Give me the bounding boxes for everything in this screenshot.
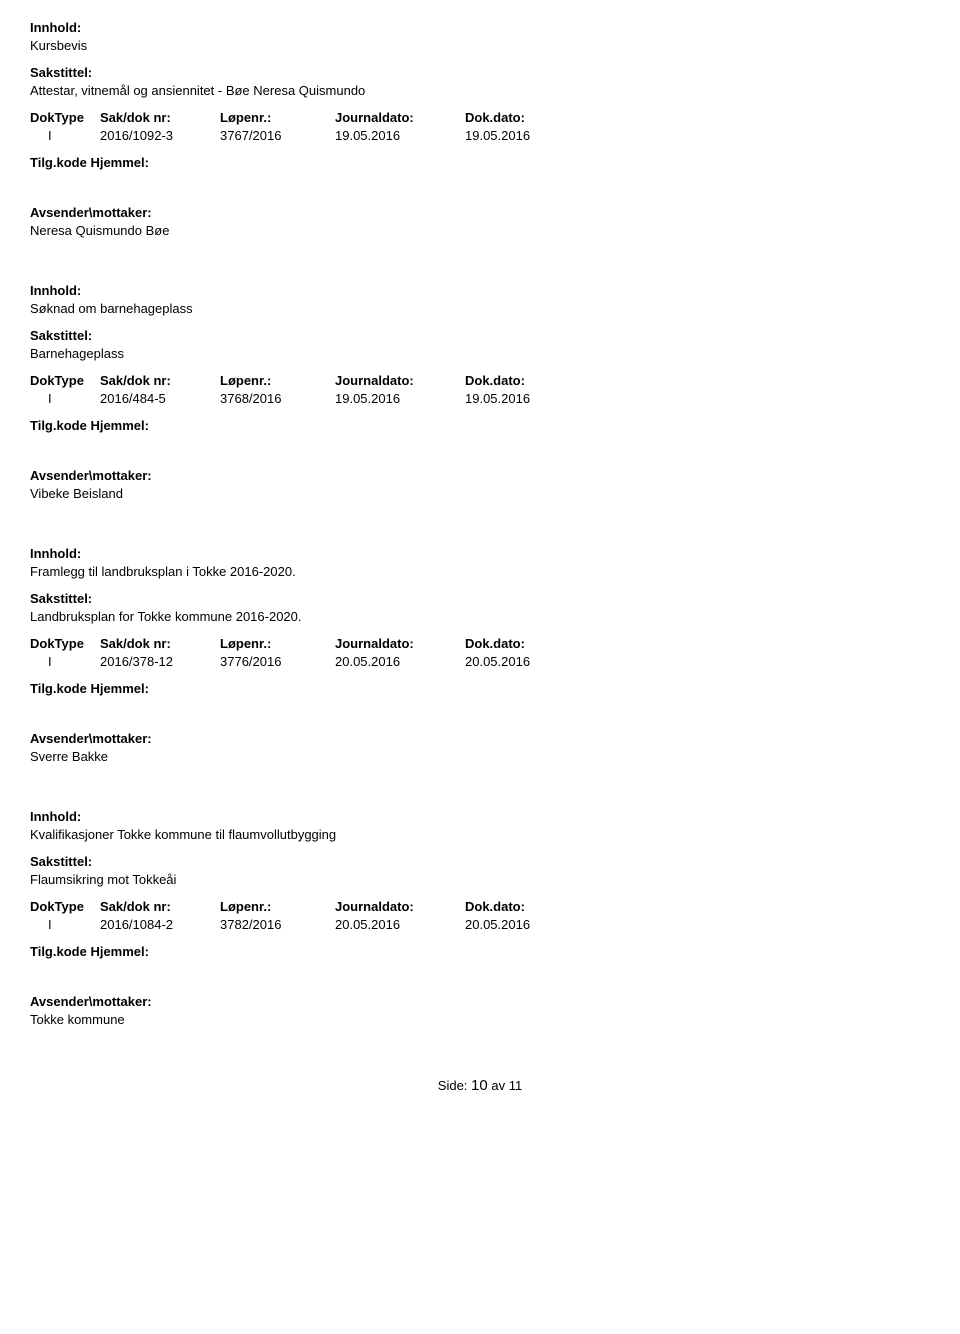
dokdato-value: 20.05.2016 — [465, 917, 585, 932]
sakdoknr-header: Sak/dok nr: — [100, 899, 220, 914]
innhold-label: Innhold: — [30, 546, 930, 561]
lopenr-header: Løpenr.: — [220, 373, 335, 388]
avsender-value: Neresa Quismundo Bøe — [30, 223, 930, 238]
dokdato-value: 20.05.2016 — [465, 654, 585, 669]
innhold-label: Innhold: — [30, 283, 930, 298]
doktype-header: DokType — [30, 373, 100, 388]
doktype-header: DokType — [30, 110, 100, 125]
tilgkode-hjemmel-row: Tilg.kode Hjemmel: — [30, 944, 930, 959]
journaldato-value: 20.05.2016 — [335, 654, 465, 669]
avsender-value: Sverre Bakke — [30, 749, 930, 764]
sakstittel-label: Sakstittel: — [30, 854, 930, 869]
hjemmel-label: Hjemmel: — [90, 418, 149, 433]
dokdato-value: 19.05.2016 — [465, 128, 585, 143]
hjemmel-label: Hjemmel: — [90, 944, 149, 959]
lopenr-header: Løpenr.: — [220, 899, 335, 914]
lopenr-header: Løpenr.: — [220, 636, 335, 651]
sakstittel-value: Attestar, vitnemål og ansiennitet - Bøe … — [30, 83, 930, 98]
sakstittel-label: Sakstittel: — [30, 65, 930, 80]
journaldato-header: Journaldato: — [335, 899, 465, 914]
sakstittel-label: Sakstittel: — [30, 591, 930, 606]
doktype-value: I — [30, 917, 100, 932]
tilgkode-label: Tilg.kode — [30, 681, 87, 696]
doktype-value: I — [30, 654, 100, 669]
avsender-label: Avsender\mottaker: — [30, 731, 930, 746]
avsender-label: Avsender\mottaker: — [30, 468, 930, 483]
sakdoknr-value: 2016/1092-3 — [100, 128, 220, 143]
lopenr-value: 3782/2016 — [220, 917, 335, 932]
page-separator: av — [491, 1078, 505, 1093]
side-label: Side: — [438, 1078, 468, 1093]
innhold-value: Søknad om barnehageplass — [30, 301, 930, 316]
dokdato-header: Dok.dato: — [465, 110, 585, 125]
sakdoknr-value: 2016/484-5 — [100, 391, 220, 406]
sakstittel-value: Barnehageplass — [30, 346, 930, 361]
journaldato-header: Journaldato: — [335, 636, 465, 651]
page-total: 11 — [509, 1078, 523, 1093]
journal-entry: Innhold: Framlegg til landbruksplan i To… — [30, 546, 930, 764]
table-data-row: I 2016/484-5 3768/2016 19.05.2016 19.05.… — [30, 391, 930, 406]
journaldato-value: 20.05.2016 — [335, 917, 465, 932]
innhold-value: Kvalifikasjoner Tokke kommune til flaumv… — [30, 827, 930, 842]
sakstittel-label: Sakstittel: — [30, 328, 930, 343]
sakdoknr-header: Sak/dok nr: — [100, 373, 220, 388]
journal-entry: Innhold: Søknad om barnehageplass Saksti… — [30, 283, 930, 501]
page-footer: Side: 10 av 11 — [30, 1077, 930, 1094]
sakstittel-value: Flaumsikring mot Tokkeåi — [30, 872, 930, 887]
doktype-value: I — [30, 391, 100, 406]
innhold-value: Kursbevis — [30, 38, 930, 53]
tilgkode-hjemmel-row: Tilg.kode Hjemmel: — [30, 681, 930, 696]
journal-entry: Innhold: Kursbevis Sakstittel: Attestar,… — [30, 20, 930, 238]
sakdoknr-value: 2016/1084-2 — [100, 917, 220, 932]
tilgkode-hjemmel-row: Tilg.kode Hjemmel: — [30, 418, 930, 433]
dokdato-header: Dok.dato: — [465, 636, 585, 651]
sakstittel-value: Landbruksplan for Tokke kommune 2016-202… — [30, 609, 930, 624]
lopenr-header: Løpenr.: — [220, 110, 335, 125]
hjemmel-label: Hjemmel: — [90, 681, 149, 696]
tilgkode-hjemmel-row: Tilg.kode Hjemmel: — [30, 155, 930, 170]
page-current: 10 — [471, 1077, 488, 1094]
table-header-row: DokType Sak/dok nr: Løpenr.: Journaldato… — [30, 899, 930, 914]
journaldato-header: Journaldato: — [335, 110, 465, 125]
journaldato-header: Journaldato: — [335, 373, 465, 388]
table-data-row: I 2016/1084-2 3782/2016 20.05.2016 20.05… — [30, 917, 930, 932]
tilgkode-label: Tilg.kode — [30, 155, 87, 170]
table-header-row: DokType Sak/dok nr: Løpenr.: Journaldato… — [30, 110, 930, 125]
journaldato-value: 19.05.2016 — [335, 391, 465, 406]
sakdoknr-header: Sak/dok nr: — [100, 636, 220, 651]
lopenr-value: 3768/2016 — [220, 391, 335, 406]
innhold-label: Innhold: — [30, 20, 930, 35]
hjemmel-label: Hjemmel: — [90, 155, 149, 170]
dokdato-header: Dok.dato: — [465, 899, 585, 914]
doktype-header: DokType — [30, 636, 100, 651]
table-data-row: I 2016/1092-3 3767/2016 19.05.2016 19.05… — [30, 128, 930, 143]
innhold-label: Innhold: — [30, 809, 930, 824]
table-header-row: DokType Sak/dok nr: Løpenr.: Journaldato… — [30, 373, 930, 388]
avsender-value: Vibeke Beisland — [30, 486, 930, 501]
sakdoknr-header: Sak/dok nr: — [100, 110, 220, 125]
sakdoknr-value: 2016/378-12 — [100, 654, 220, 669]
lopenr-value: 3767/2016 — [220, 128, 335, 143]
doktype-header: DokType — [30, 899, 100, 914]
innhold-value: Framlegg til landbruksplan i Tokke 2016-… — [30, 564, 930, 579]
dokdato-value: 19.05.2016 — [465, 391, 585, 406]
tilgkode-label: Tilg.kode — [30, 418, 87, 433]
journal-entry: Innhold: Kvalifikasjoner Tokke kommune t… — [30, 809, 930, 1027]
table-data-row: I 2016/378-12 3776/2016 20.05.2016 20.05… — [30, 654, 930, 669]
table-header-row: DokType Sak/dok nr: Løpenr.: Journaldato… — [30, 636, 930, 651]
dokdato-header: Dok.dato: — [465, 373, 585, 388]
avsender-label: Avsender\mottaker: — [30, 994, 930, 1009]
avsender-value: Tokke kommune — [30, 1012, 930, 1027]
journaldato-value: 19.05.2016 — [335, 128, 465, 143]
lopenr-value: 3776/2016 — [220, 654, 335, 669]
doktype-value: I — [30, 128, 100, 143]
tilgkode-label: Tilg.kode — [30, 944, 87, 959]
avsender-label: Avsender\mottaker: — [30, 205, 930, 220]
